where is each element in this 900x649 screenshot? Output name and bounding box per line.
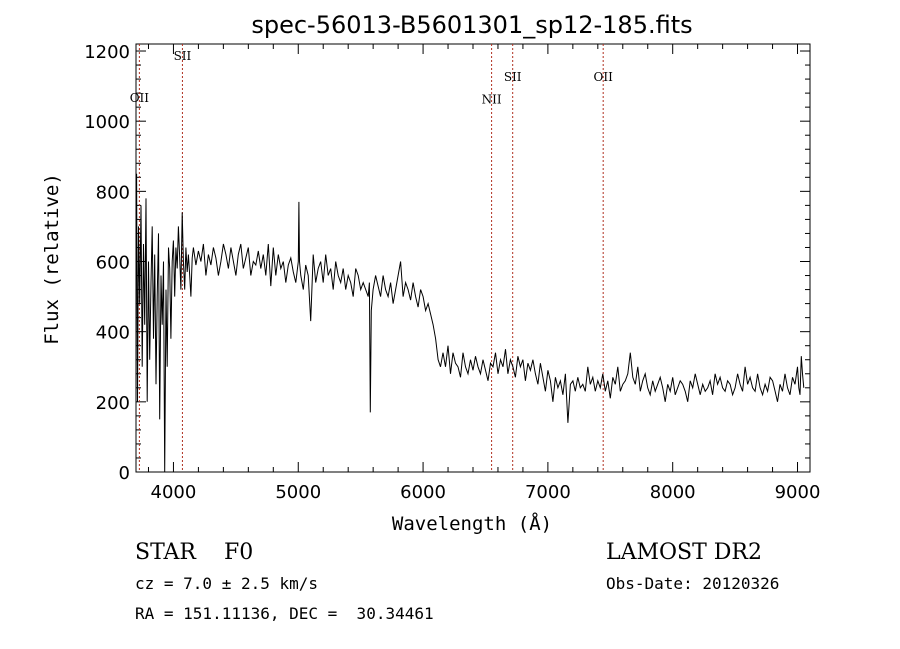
x-axis-label: Wavelength (Å) xyxy=(392,512,552,535)
x-tick-label: 4000 xyxy=(151,482,197,503)
x-tick-label: 6000 xyxy=(400,482,446,503)
x-tick-label: 8000 xyxy=(650,482,696,503)
axis-ticks: 4000 5000 6000 7000 8000 9000 0 200 400 600 800 100… xyxy=(84,42,820,503)
plot-frame xyxy=(135,43,811,473)
x-tick-label: 9000 xyxy=(775,482,821,503)
object-class: STAR F0 xyxy=(135,540,254,565)
y-tick-label: 1000 xyxy=(84,112,130,133)
x-tick-label: 7000 xyxy=(525,482,571,503)
y-tick-label: 600 xyxy=(96,253,130,274)
y-tick-label: 400 xyxy=(96,323,130,344)
y-tick-label: 200 xyxy=(96,393,130,414)
velocity-readout: cz = 7.0 ± 2.5 km/s xyxy=(135,574,319,593)
emission-line-label: OII xyxy=(130,91,150,105)
y-axis-label: Flux (relative) xyxy=(41,173,63,345)
observation-date: Obs-Date: 20120326 xyxy=(606,574,780,593)
spectrum-line xyxy=(136,173,805,473)
plot-border xyxy=(135,43,811,473)
y-tick-label: 0 xyxy=(119,463,130,484)
y-tick-label: 800 xyxy=(96,182,130,203)
emission-line-label: SII xyxy=(174,49,192,63)
x-tick-label: 5000 xyxy=(275,482,321,503)
chart-title: spec-56013-B5601301_sp12-185.fits xyxy=(251,11,692,39)
coordinates-readout: RA = 151.11136, DEC = 30.34461 xyxy=(135,604,434,623)
emission-line-label: SII xyxy=(504,70,522,84)
y-tick-label: 1200 xyxy=(84,42,130,63)
emission-line-label: NII xyxy=(482,93,502,107)
emission-line-label: OII xyxy=(594,70,614,84)
survey-name: LAMOST DR2 xyxy=(606,540,762,565)
